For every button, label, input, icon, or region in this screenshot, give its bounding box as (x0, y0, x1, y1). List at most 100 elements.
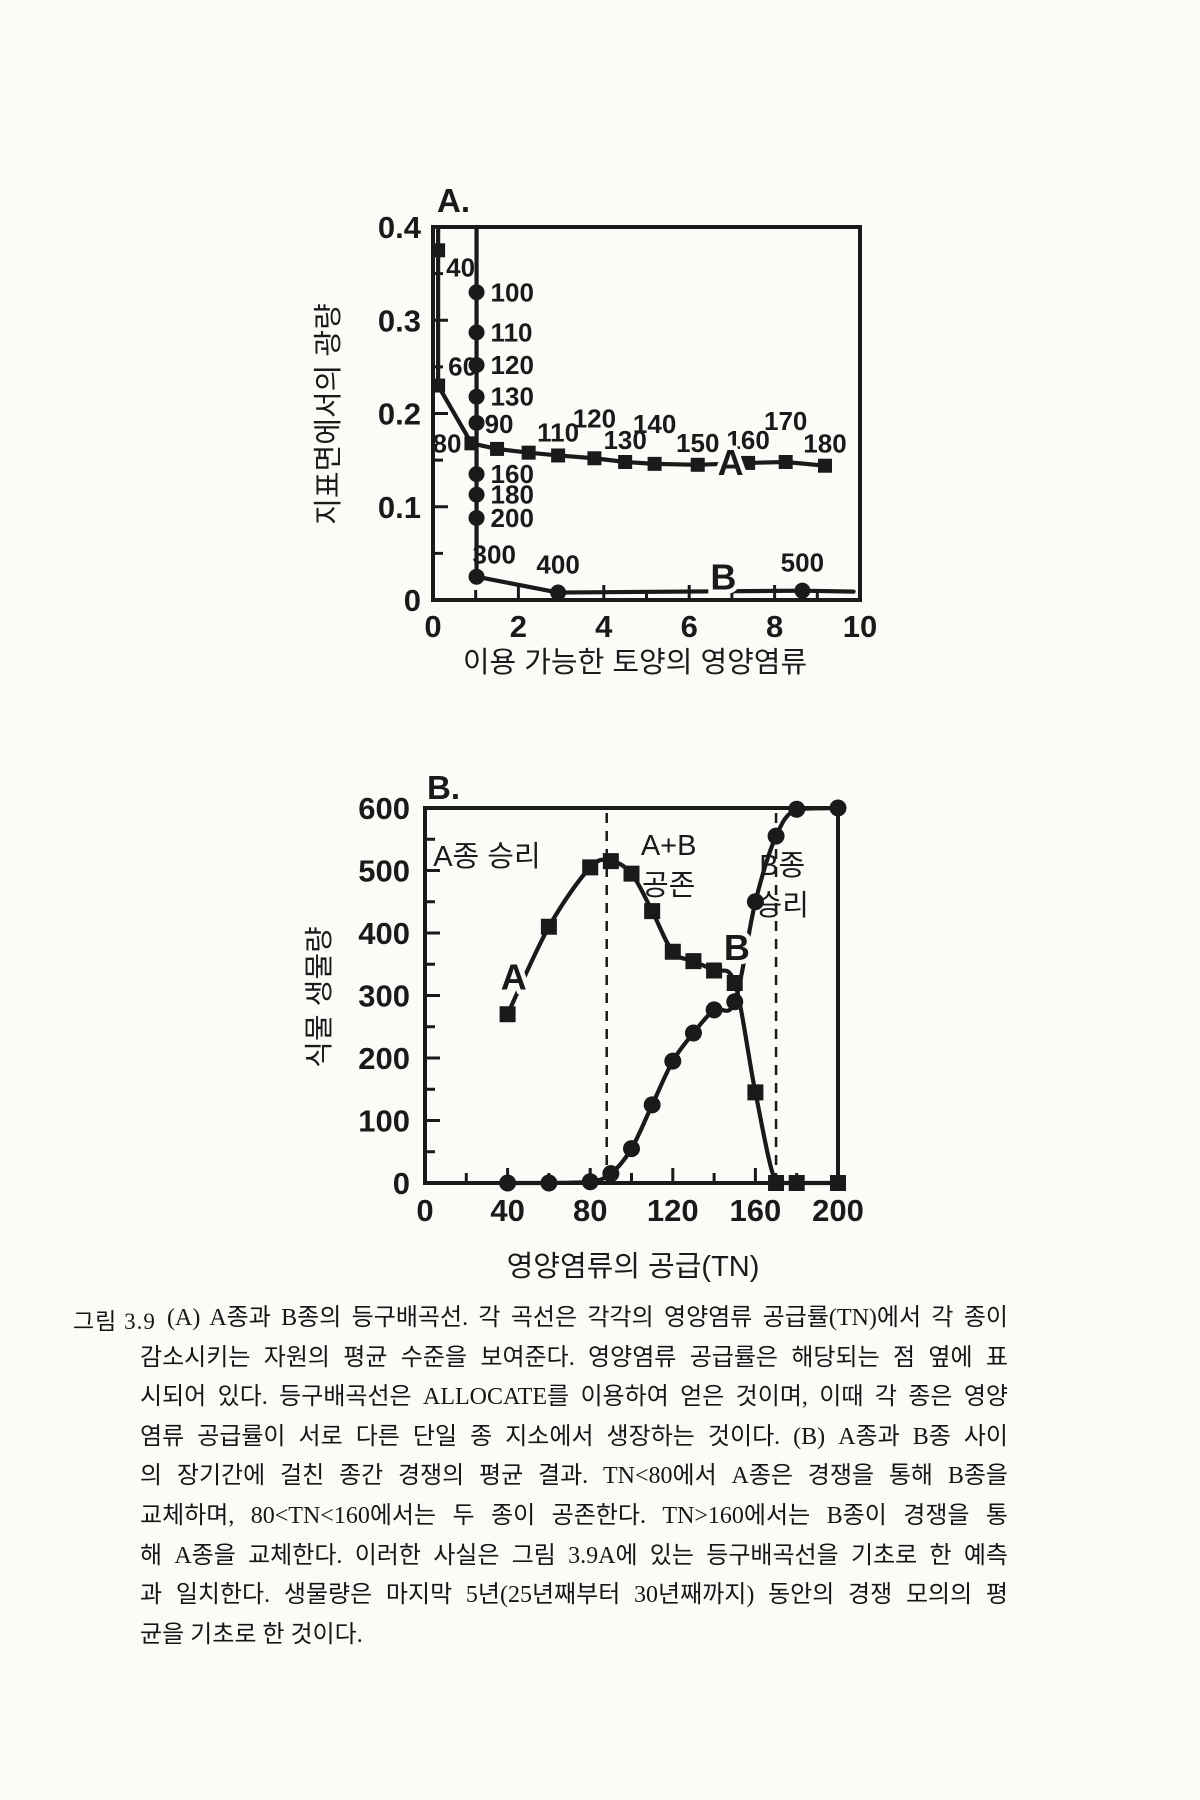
marker-square (540, 918, 557, 935)
series-line (436, 226, 828, 468)
marker-square (768, 1175, 785, 1191)
x-tick-label: 80 (573, 1193, 607, 1228)
point-label: 120 (573, 403, 616, 433)
point-label: 300 (473, 540, 516, 570)
marker-circle (643, 1096, 661, 1114)
marker-circle (705, 1001, 723, 1019)
marker-circle (468, 466, 485, 483)
marker-circle (540, 1174, 558, 1192)
y-tick-label: 100 (358, 1104, 410, 1139)
marker-square (521, 445, 536, 460)
x-tick-label: 4 (595, 609, 613, 644)
marker-circle (468, 357, 485, 374)
marker-circle (623, 1140, 640, 1158)
point-label: 400 (536, 550, 579, 580)
marker-square (618, 454, 633, 469)
y-tick-label: 0 (404, 583, 421, 618)
x-axis-label: 영양염류의 공급(TN) (507, 1251, 760, 1283)
y-tick-label: 600 (358, 791, 410, 826)
y-tick-label: 0.1 (378, 490, 421, 525)
marker-square (647, 456, 662, 471)
region-label: 공존 (642, 870, 695, 902)
marker-circle (746, 893, 764, 911)
marker-square (602, 853, 619, 870)
x-tick-label: 8 (766, 609, 783, 644)
caption-line: 과 일치한다. 생물량은 마지막 5년(25년째부터 30년째까지) 동안의 경… (140, 1582, 1008, 1609)
region-label: 승리 (756, 890, 809, 922)
marker-circle (468, 509, 485, 526)
marker-square (817, 458, 832, 473)
x-tick-label: 200 (812, 1193, 864, 1228)
figure-number: 그림 3.9 (73, 1309, 156, 1334)
marker-circle (468, 568, 485, 585)
caption-line: 감소시키는 자원의 평균 수준을 보여준다. 영양염류 공급률은 해당되는 점 … (140, 1344, 1008, 1371)
point-label: 120 (491, 350, 534, 380)
x-tick-label: 40 (490, 1193, 524, 1228)
caption-line: 교체하며, 80<TN<160에서는 두 종이 공존한다. TN>160에서는 … (140, 1502, 1008, 1529)
marker-square (741, 455, 756, 470)
marker-square (431, 378, 446, 393)
marker-circle (468, 284, 485, 301)
point-label: 40 (446, 252, 475, 282)
series-B: B (499, 799, 847, 1192)
point-label: 130 (491, 382, 534, 412)
point-label: 130 (603, 425, 646, 455)
chart-title: A. (437, 182, 470, 219)
caption-line: (A) A종과 B종의 등구배곡선. 각 곡선은 각각의 영양염류 공급률(TN… (167, 1305, 1008, 1331)
marker-circle (550, 584, 567, 601)
caption-body: (A) A종과 B종의 등구배곡선. 각 곡선은 각각의 영양염류 공급률(TN… (140, 1299, 1008, 1655)
marker-square (778, 454, 793, 469)
marker-square (551, 448, 566, 463)
marker-circle (468, 388, 485, 405)
y-tick-label: 0.4 (378, 210, 422, 245)
x-tick-label: 10 (843, 609, 877, 644)
point-label: 100 (491, 277, 534, 307)
point-label: 180 (491, 480, 534, 510)
marker-square (587, 451, 602, 466)
axes: 0 40 80 120 160 200 0 100 200 300 400 500 600 (358, 791, 864, 1228)
y-tick-label: 200 (358, 1041, 410, 1076)
point-label: 90 (485, 409, 514, 439)
point-label: 110 (491, 317, 533, 347)
marker-circle (468, 414, 485, 431)
point-label: 140 (633, 409, 676, 439)
marker-circle (664, 1052, 682, 1070)
curve-label: B (710, 557, 736, 598)
marker-square (664, 943, 681, 960)
curve-label: B (724, 927, 750, 968)
point-label: 110 (537, 417, 579, 447)
marker-circle (684, 1024, 702, 1042)
x-tick-label: 120 (647, 1193, 699, 1228)
marker-circle (726, 993, 744, 1011)
marker-circle (829, 799, 847, 817)
marker-circle (788, 800, 806, 818)
caption-line: 해 A종을 교체한다. 이러한 사실은 그림 3.9A에 있는 등구배곡선을 기… (140, 1542, 1008, 1569)
marker-circle (767, 827, 785, 845)
marker-square (706, 962, 723, 979)
y-tick-label: 300 (358, 979, 410, 1014)
x-tick-label: 160 (730, 1193, 782, 1228)
marker-square (499, 1006, 516, 1023)
marker-square (431, 243, 446, 258)
caption-line: 의 장기간에 걸친 종간 경쟁의 평균 결과. TN<80에서 A종은 경쟁을 … (140, 1463, 1008, 1490)
caption-line: 염류 공급률이 서로 다른 단일 종 지소에서 생장하는 것이다. (B) A종… (140, 1423, 1008, 1450)
marker-square (788, 1175, 805, 1191)
figure-caption: 그림 3.9 (A) A종과 B종의 등구배곡선. 각 곡선은 각각의 영양염류… (73, 1299, 1008, 1655)
y-axis-label: 지표면에서의 광량 (312, 303, 345, 525)
curve-label: A (501, 956, 527, 997)
marker-square (644, 903, 661, 920)
chart-title: B. (427, 769, 460, 806)
x-tick-label: 2 (510, 609, 527, 644)
y-axis-label: 식물 생물량 (304, 926, 336, 1067)
x-tick-label: 0 (416, 1193, 433, 1228)
y-tick-label: 500 (358, 854, 410, 889)
point-label: 80 (433, 428, 462, 458)
marker-square (830, 1175, 846, 1191)
marker-circle (499, 1174, 517, 1192)
